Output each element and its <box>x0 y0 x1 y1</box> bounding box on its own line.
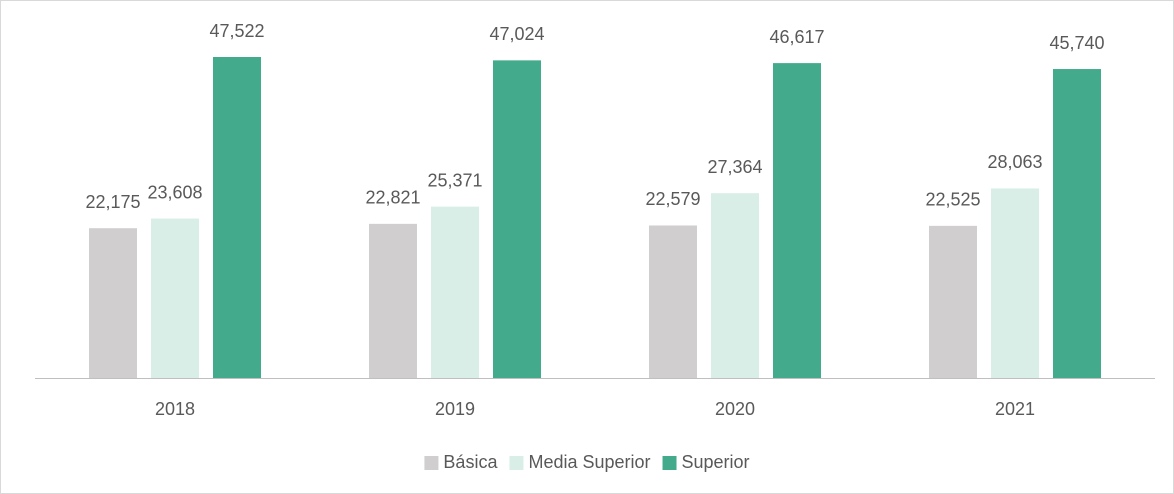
x-tick-label: 2021 <box>995 399 1035 419</box>
legend-swatch <box>662 456 677 470</box>
bar <box>929 225 977 378</box>
data-label: 23,608 <box>147 182 202 202</box>
bar <box>773 63 821 378</box>
data-label: 22,579 <box>645 189 700 209</box>
data-label: 22,525 <box>925 190 980 210</box>
bar <box>151 218 199 378</box>
legend-label: Superior <box>682 452 750 472</box>
bar <box>89 228 137 378</box>
legend-label: Media Superior <box>528 452 650 472</box>
bar <box>213 57 261 378</box>
bar <box>711 193 759 378</box>
data-label: 45,740 <box>1049 33 1104 53</box>
x-tick-label: 2019 <box>435 399 475 419</box>
data-label: 25,371 <box>427 170 482 190</box>
data-label: 22,175 <box>85 192 140 212</box>
legend-label: Básica <box>443 452 498 472</box>
bar <box>493 60 541 379</box>
bar <box>369 223 417 378</box>
x-tick-label: 2020 <box>715 399 755 419</box>
data-label: 46,617 <box>769 27 824 47</box>
data-label: 22,821 <box>365 188 420 208</box>
data-label: 47,024 <box>489 24 544 44</box>
bar <box>431 206 479 378</box>
bar <box>1053 69 1101 379</box>
bar <box>649 225 697 378</box>
legend-swatch <box>509 456 524 470</box>
legend-swatch <box>424 456 439 470</box>
x-tick-label: 2018 <box>155 399 195 419</box>
data-label: 28,063 <box>987 152 1042 172</box>
data-label: 27,364 <box>707 157 762 177</box>
bar <box>991 188 1039 378</box>
data-label: 47,522 <box>209 21 264 41</box>
